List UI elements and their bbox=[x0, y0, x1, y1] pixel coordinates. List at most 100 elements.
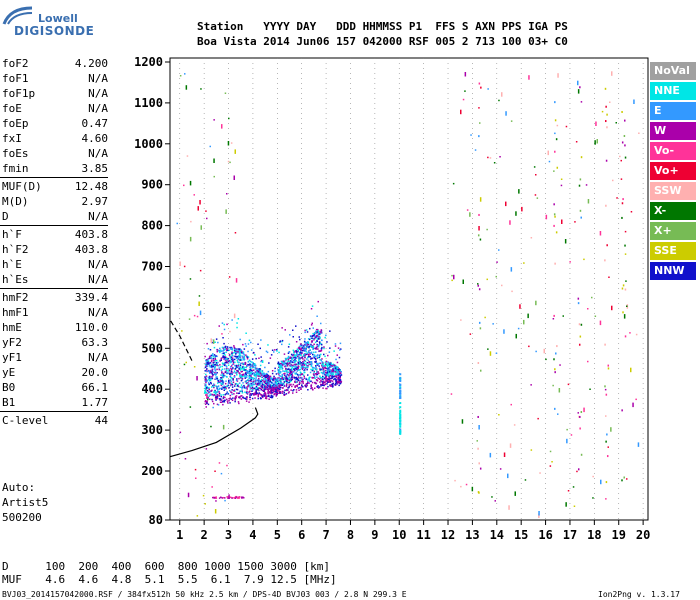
noise-point bbox=[566, 438, 568, 444]
echo-point bbox=[328, 371, 331, 373]
echo-point bbox=[219, 381, 222, 384]
echo-point bbox=[246, 374, 248, 377]
echo-point bbox=[259, 393, 261, 395]
echo-point bbox=[313, 374, 315, 376]
noise-point bbox=[605, 159, 608, 162]
noise-point bbox=[555, 352, 557, 355]
echo-point bbox=[224, 356, 227, 358]
noise-point bbox=[228, 117, 230, 120]
echo-point bbox=[305, 363, 307, 365]
echo-point bbox=[244, 343, 247, 345]
echo-point bbox=[214, 370, 217, 372]
plot-frame bbox=[169, 57, 649, 521]
echo-point bbox=[225, 393, 227, 395]
echo-point bbox=[252, 383, 255, 386]
echo-point bbox=[325, 387, 327, 390]
noise-point bbox=[210, 425, 212, 428]
echo-point bbox=[298, 361, 301, 363]
echo-point bbox=[241, 388, 243, 390]
echo-point bbox=[316, 343, 318, 346]
param-label: foF2 bbox=[2, 57, 29, 70]
echo-point bbox=[304, 338, 306, 340]
param-label: yF2 bbox=[2, 336, 22, 349]
echo-point bbox=[327, 368, 329, 370]
echo-point bbox=[242, 496, 244, 499]
echo-point bbox=[260, 395, 263, 397]
x-tick-label: 10 bbox=[392, 528, 406, 542]
noise-point bbox=[505, 201, 507, 207]
echo-point bbox=[300, 344, 302, 346]
echo-point bbox=[284, 372, 286, 375]
echo-point bbox=[296, 378, 298, 381]
echo-point bbox=[247, 343, 250, 345]
noise-point bbox=[589, 388, 591, 390]
echo-point bbox=[294, 381, 296, 383]
noise-point bbox=[185, 361, 187, 364]
noise-point bbox=[553, 358, 555, 361]
echo-point bbox=[222, 400, 224, 403]
echo-point bbox=[251, 387, 254, 390]
echo-point bbox=[229, 382, 231, 384]
noise-point bbox=[474, 149, 477, 151]
echo-point bbox=[329, 381, 332, 383]
echo-point bbox=[241, 386, 243, 388]
echo-point bbox=[275, 394, 278, 396]
echo-point bbox=[253, 394, 255, 396]
echo-point bbox=[282, 360, 284, 362]
echo-point bbox=[279, 375, 281, 377]
echo-point bbox=[211, 400, 214, 403]
echo-point bbox=[339, 349, 341, 351]
echo-point bbox=[288, 368, 290, 370]
noise-point bbox=[605, 204, 607, 207]
echo-point bbox=[296, 384, 299, 386]
noise-point bbox=[577, 89, 580, 94]
echo-point bbox=[320, 348, 323, 350]
echo-point bbox=[340, 374, 343, 376]
noise-point bbox=[577, 297, 580, 300]
echo-point bbox=[334, 375, 337, 378]
echo-point bbox=[224, 358, 226, 360]
echo-point bbox=[206, 386, 208, 388]
echo-point bbox=[231, 386, 234, 388]
echo-point bbox=[220, 394, 222, 396]
echo-point bbox=[310, 365, 313, 367]
echo-point bbox=[255, 392, 258, 394]
noise-point bbox=[591, 296, 593, 299]
echo-point bbox=[255, 374, 257, 376]
noise-point bbox=[503, 452, 506, 457]
echo-point bbox=[314, 377, 316, 380]
param-row: hmE 110.0 bbox=[0, 320, 112, 335]
echo-point bbox=[205, 379, 207, 381]
echo-point bbox=[315, 335, 318, 338]
param-label: h`F bbox=[2, 228, 22, 241]
noise-point bbox=[221, 124, 223, 129]
noise-point bbox=[624, 119, 626, 122]
noise-point bbox=[209, 145, 211, 148]
echo-point bbox=[276, 386, 278, 388]
echo-point bbox=[205, 373, 207, 376]
echo-point bbox=[214, 372, 216, 374]
echo-point bbox=[339, 382, 342, 385]
noise-point bbox=[492, 323, 494, 325]
echo-point bbox=[284, 379, 287, 382]
noise-point bbox=[606, 244, 608, 247]
x-tick-label: 12 bbox=[441, 528, 455, 542]
echo-point bbox=[251, 384, 253, 386]
echo-point bbox=[237, 370, 239, 373]
echo-point bbox=[204, 366, 207, 369]
echo-point bbox=[226, 346, 229, 348]
echo-point bbox=[261, 378, 263, 381]
noise-point bbox=[521, 206, 523, 212]
echo-point bbox=[206, 387, 208, 389]
param-value: N/A bbox=[88, 102, 108, 115]
echo-point bbox=[210, 366, 213, 369]
echo-point bbox=[258, 373, 260, 376]
echo-point bbox=[245, 381, 247, 383]
echo-point bbox=[298, 359, 300, 361]
echo-point bbox=[227, 496, 229, 498]
echo-point bbox=[295, 368, 298, 370]
echo-point bbox=[231, 378, 233, 380]
echo-point bbox=[245, 400, 248, 402]
echo-point bbox=[213, 361, 215, 364]
echo-point bbox=[232, 360, 234, 363]
